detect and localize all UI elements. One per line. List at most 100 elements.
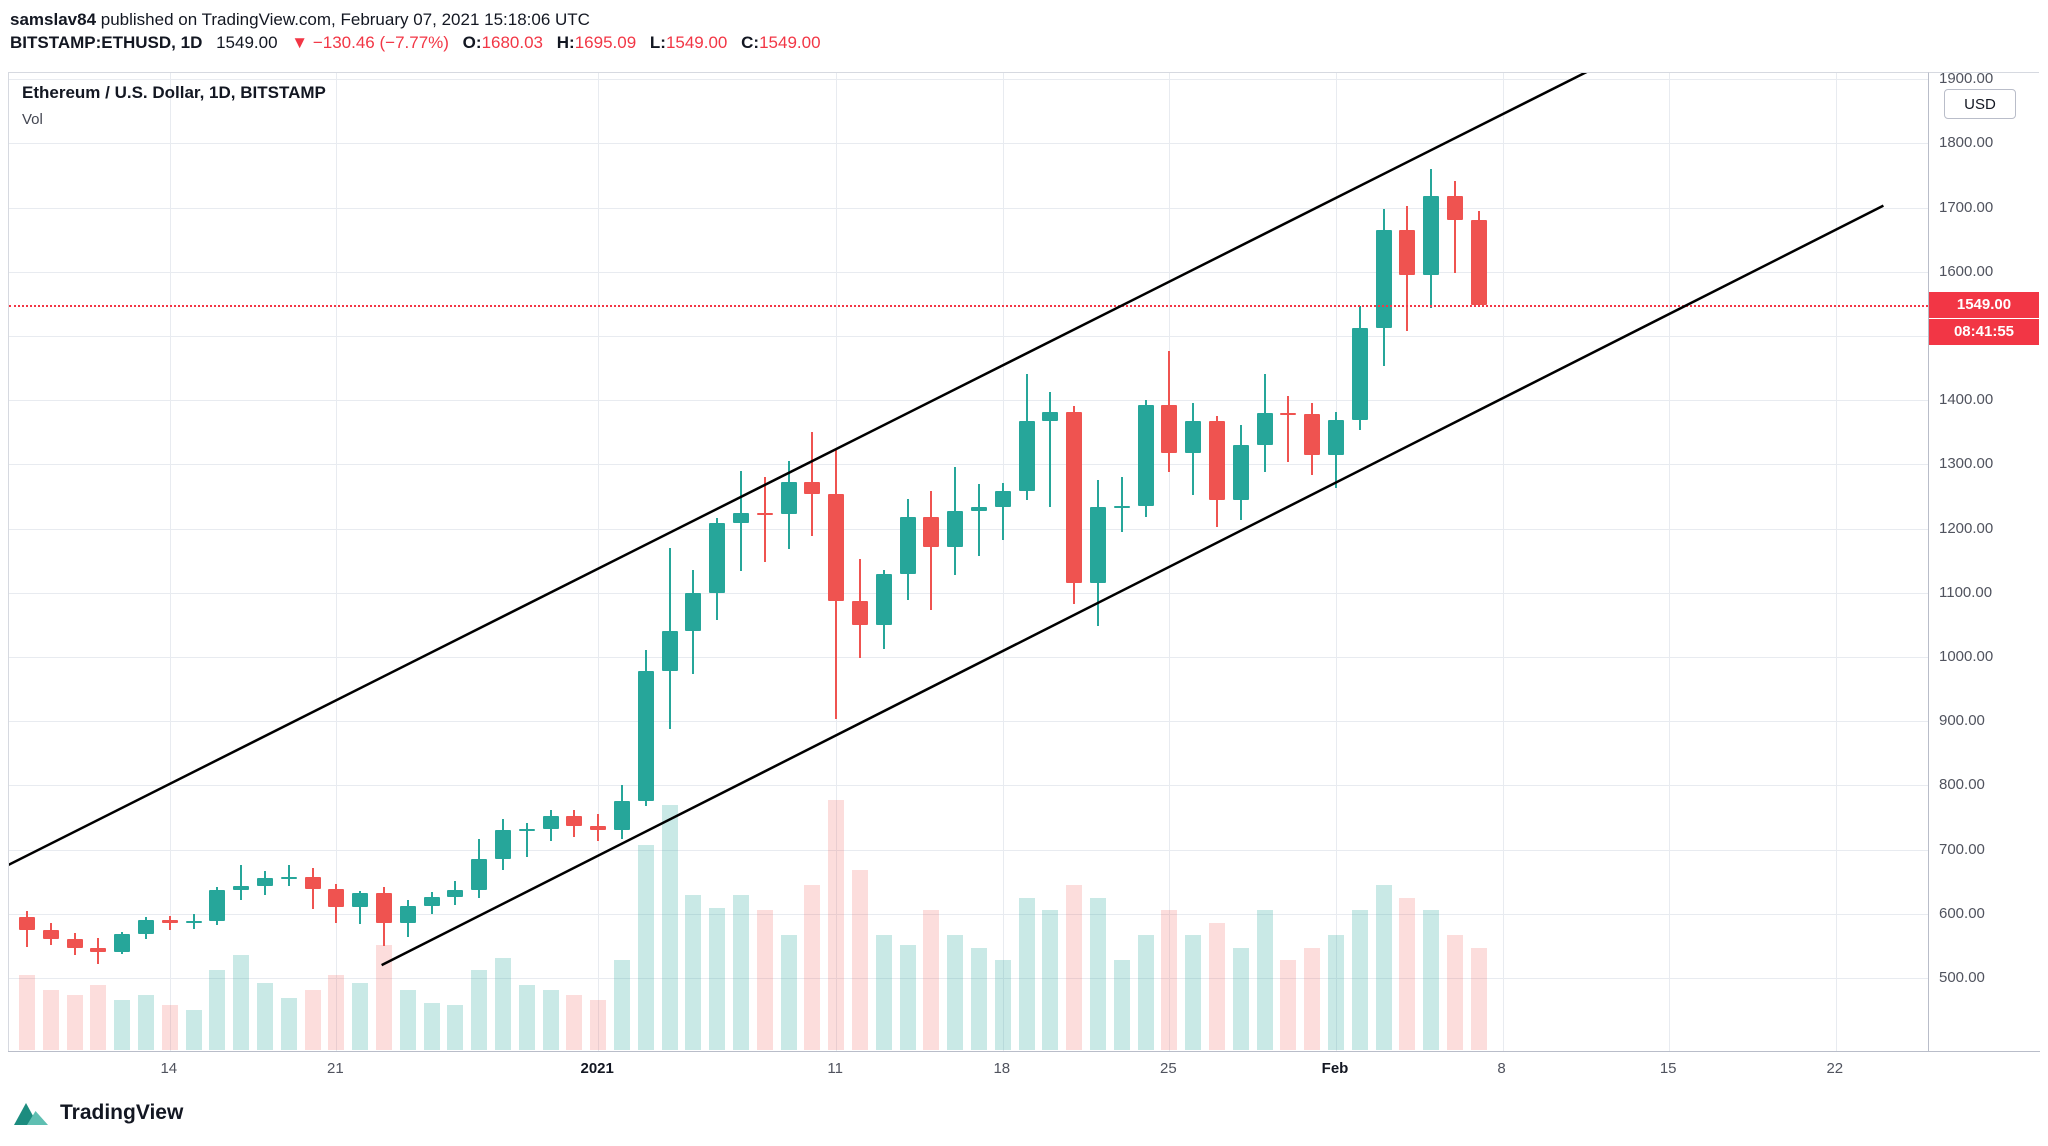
trendlines-layer[interactable] [9,73,1928,1051]
trendline[interactable] [381,204,1884,967]
candle-body [542,816,559,830]
volume-bar [1447,935,1463,1050]
candle-body [42,929,59,939]
time-tick-label: 14 [160,1060,178,1077]
price-tick-label: 1100.00 [1939,583,1993,601]
time-axis[interactable]: 14 21 2021 11 18 25 Feb 8 15 22 [8,1051,2040,1085]
volume-bar [1185,935,1202,1050]
time-tick-label: 25 [1160,1060,1177,1077]
grid-line-vertical [169,73,171,1051]
candle-body [1209,421,1225,500]
candle-body [447,890,464,898]
candle-body [1399,230,1416,275]
volume-bar [1137,935,1154,1050]
volume-bar [780,935,797,1050]
candle-body [399,906,416,924]
candle-body [257,878,273,887]
candle-wick [525,823,528,858]
candle-body [495,830,511,860]
low-label: L: [649,33,666,52]
volume-bar [423,1002,440,1050]
grid-line-horizontal [9,143,1928,145]
candle-body [875,573,892,625]
tradingview-logo-icon[interactable] [12,1094,50,1132]
candle-body [1447,196,1463,221]
candle-body [233,886,250,891]
volume-bar [114,1000,131,1050]
candle-body [1185,421,1202,453]
volume-bar [399,990,416,1050]
volume-indicator-label[interactable]: Vol [22,111,43,128]
volume-bar [257,982,273,1050]
low-value: 1549.00 [665,33,728,52]
author-name[interactable]: samslav84 [10,10,97,29]
grid-line-horizontal [9,464,1928,466]
open-value: 1680.03 [481,33,544,52]
currency-toggle-button[interactable]: USD [1944,89,2016,119]
candle-body [1018,421,1035,491]
grid-line-horizontal [9,978,1928,979]
time-tick-label: 22 [1826,1060,1844,1077]
candle-body [1113,506,1130,509]
high-label: H: [556,33,575,52]
volume-bar [138,995,154,1050]
candle-body [1256,413,1273,446]
candle-body [138,920,154,935]
price-axis[interactable]: 500.00 600.00 700.00 800.00 900.00 1000.00 110… [1928,72,2039,1051]
volume-bar [1423,910,1440,1050]
volume-bar [756,910,773,1050]
volume-bar [185,1010,202,1050]
symbol-label: BITSTAMP:ETHUSD, 1D [10,33,203,52]
grid-line-horizontal [9,721,1928,723]
time-tick-label: 21 [327,1060,344,1077]
volume-bar [661,805,678,1050]
volume-bar [233,955,250,1050]
trendline[interactable] [9,73,1598,868]
volume-bar [495,957,511,1050]
volume-bar [66,995,83,1050]
candle-body [1232,445,1249,500]
grid-line-vertical [1336,73,1337,1051]
volume-bar [1304,947,1321,1050]
price-tick-label: 900.00 [1939,712,1985,730]
volume-bar [875,935,892,1050]
chart-legend-title[interactable]: Ethereum / U.S. Dollar, 1D, BITSTAMP [22,83,326,102]
time-tick-label: 15 [1659,1060,1677,1077]
volume-bar [637,845,654,1050]
candle-body [637,671,654,802]
candle-body [709,523,726,593]
publish-byline: samslav84 published on TradingView.com, … [10,8,830,31]
candle-body [423,897,440,907]
price-pane[interactable]: Ethereum / U.S. Dollar, 1D, BITSTAMP Vol [8,72,1928,1051]
tradingview-wordmark[interactable]: TradingView [60,1101,184,1124]
grid-line-horizontal [9,785,1928,787]
grid-line-horizontal [9,79,1928,81]
candle-wick [930,490,933,611]
candle-body [1066,411,1083,584]
current-price-line[interactable] [9,304,1928,307]
volume-bar [1209,922,1225,1050]
volume-bar [471,970,488,1050]
grid-line-vertical [1835,73,1837,1051]
volume-bar [1399,897,1416,1050]
candle-body [614,801,630,831]
price-tick-label: 1000.00 [1939,648,1994,665]
volume-bar [19,975,35,1050]
close-value: 1549.00 [759,33,821,52]
volume-bar [590,1000,607,1050]
price-change: ▼ −130.46 (−7.77%) [291,33,449,52]
candle-body [471,859,488,891]
candle-wick [978,484,980,556]
volume-bar [1328,935,1344,1050]
candle-wick [1120,476,1123,533]
high-value: 1695.09 [574,33,637,52]
candle-body [1090,507,1106,584]
price-tick-label: 500.00 [1939,969,1985,986]
volume-bar [542,990,559,1050]
grid-line-horizontal [9,913,1928,915]
candle-body [376,893,392,924]
candle-body [899,517,916,574]
chart-legend: Ethereum / U.S. Dollar, 1D, BITSTAMP Vol [22,83,326,128]
volume-bar [1351,910,1368,1050]
candle-wick [287,865,290,886]
